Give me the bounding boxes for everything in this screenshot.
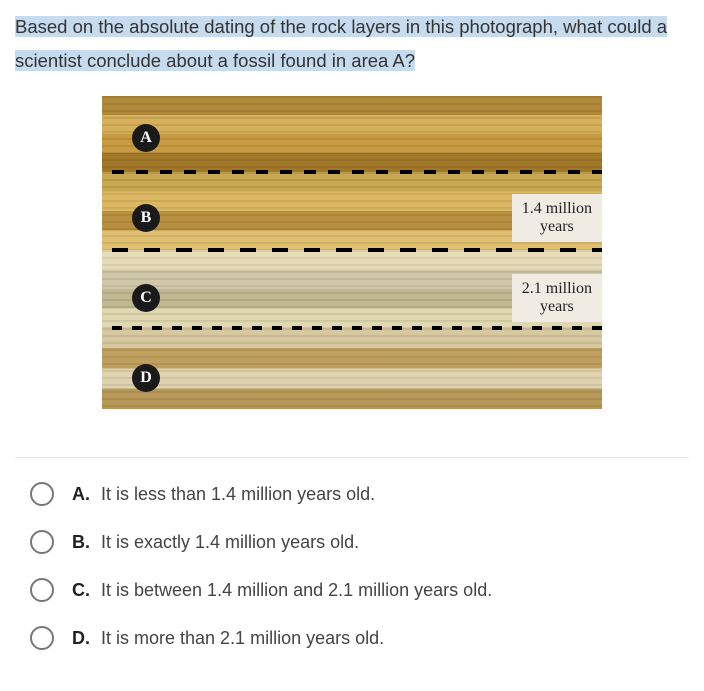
- option-a[interactable]: A. It is less than 1.4 million years old…: [30, 482, 689, 506]
- option-letter: C.: [72, 580, 90, 600]
- option-letter: B.: [72, 532, 90, 552]
- question-highlight: Based on the absolute dating of the rock…: [15, 16, 667, 71]
- layer-boundary-3: [112, 326, 602, 330]
- option-d[interactable]: D. It is more than 2.1 million years old…: [30, 626, 689, 650]
- option-body: It is less than 1.4 million years old.: [96, 484, 375, 504]
- rock-layer-A: [102, 96, 602, 172]
- option-letter: D.: [72, 628, 90, 648]
- option-c[interactable]: C. It is between 1.4 million and 2.1 mil…: [30, 578, 689, 602]
- radio-a[interactable]: [30, 482, 54, 506]
- option-body: It is more than 2.1 million years old.: [96, 628, 384, 648]
- option-text: B. It is exactly 1.4 million years old.: [72, 532, 359, 553]
- option-text: D. It is more than 2.1 million years old…: [72, 628, 384, 649]
- layer-boundary-1: [112, 170, 602, 174]
- age-label-line1: 2.1 million: [522, 280, 592, 298]
- question-text: Based on the absolute dating of the rock…: [15, 10, 689, 78]
- question-area: Based on the absolute dating of the rock…: [0, 0, 704, 457]
- option-text: C. It is between 1.4 million and 2.1 mil…: [72, 580, 492, 601]
- radio-d[interactable]: [30, 626, 54, 650]
- diagram-container: ABCD1.4 millionyears2.1 millionyears: [15, 96, 689, 409]
- age-label-1: 1.4 millionyears: [512, 194, 602, 241]
- answer-options: A. It is less than 1.4 million years old…: [0, 458, 704, 684]
- rock-layer-D: [102, 328, 602, 409]
- age-label-2: 2.1 millionyears: [512, 274, 602, 321]
- age-label-line2: years: [522, 298, 592, 316]
- layer-boundary-2: [112, 248, 602, 252]
- option-letter: A.: [72, 484, 90, 504]
- age-label-line1: 1.4 million: [522, 200, 592, 218]
- rock-layers-diagram: ABCD1.4 millionyears2.1 millionyears: [102, 96, 602, 409]
- radio-c[interactable]: [30, 578, 54, 602]
- option-body: It is exactly 1.4 million years old.: [96, 532, 359, 552]
- option-text: A. It is less than 1.4 million years old…: [72, 484, 375, 505]
- option-body: It is between 1.4 million and 2.1 millio…: [96, 580, 492, 600]
- radio-b[interactable]: [30, 530, 54, 554]
- option-b[interactable]: B. It is exactly 1.4 million years old.: [30, 530, 689, 554]
- age-label-line2: years: [522, 218, 592, 236]
